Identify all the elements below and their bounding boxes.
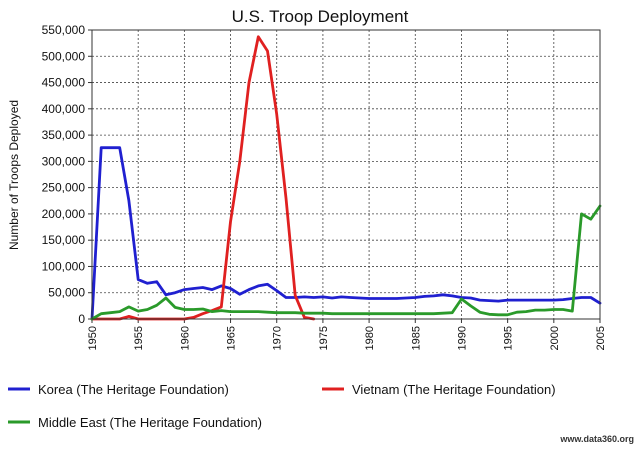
x-tick-label: 2005 <box>595 326 607 350</box>
x-tick-label: 1990 <box>456 326 468 350</box>
legend-label: Middle East (The Heritage Foundation) <box>38 415 262 430</box>
legend-label: Korea (The Heritage Foundation) <box>38 382 229 397</box>
legend-item-1: Vietnam (The Heritage Foundation) <box>322 382 556 397</box>
y-tick-label: 200,000 <box>42 207 86 221</box>
x-tick-label: 1955 <box>133 326 145 350</box>
y-tick-label: 50,000 <box>48 286 85 300</box>
y-tick-label: 150,000 <box>42 233 86 247</box>
plot-frame <box>91 29 601 320</box>
legend-item-0: Korea (The Heritage Foundation) <box>8 382 229 397</box>
x-tick-label: 1995 <box>503 326 515 350</box>
x-tick-label: 1960 <box>179 326 191 350</box>
y-tick-label: 400,000 <box>42 102 86 116</box>
x-tick-label: 1975 <box>318 326 330 350</box>
chart-title: U.S. Troop Deployment <box>232 7 409 26</box>
y-tick-label: 350,000 <box>42 128 86 142</box>
watermark: www.data360.org <box>559 434 634 444</box>
series-line-0 <box>90 146 602 321</box>
legend: Korea (The Heritage Foundation) Vietnam (… <box>8 382 556 430</box>
axis-ticks: 0 50,000 100,000 150,000 200,000 250,000 300,0… <box>42 23 607 350</box>
y-tick-label: 0 <box>78 312 85 326</box>
y-tick-label: 500,000 <box>42 49 86 63</box>
y-tick-label: 550,000 <box>42 23 86 37</box>
series-line-1 <box>90 35 316 321</box>
legend-item-2: Middle East (The Heritage Foundation) <box>8 415 262 430</box>
y-tick-label: 450,000 <box>42 76 86 90</box>
y-tick-label: 250,000 <box>42 181 86 195</box>
x-tick-label: 2000 <box>549 326 561 350</box>
x-tick-label: 1980 <box>364 326 376 350</box>
x-tick-label: 1970 <box>272 326 284 350</box>
y-tick-label: 300,000 <box>42 154 86 168</box>
y-axis-label: Number of Troops Deployed <box>7 100 21 250</box>
series-line-2 <box>90 204 602 321</box>
series-lines <box>90 35 602 321</box>
x-tick-label: 1950 <box>87 326 99 350</box>
x-tick-label: 1965 <box>226 326 238 350</box>
legend-label: Vietnam (The Heritage Foundation) <box>352 382 556 397</box>
x-tick-label: 1985 <box>410 326 422 350</box>
y-tick-label: 100,000 <box>42 259 86 273</box>
